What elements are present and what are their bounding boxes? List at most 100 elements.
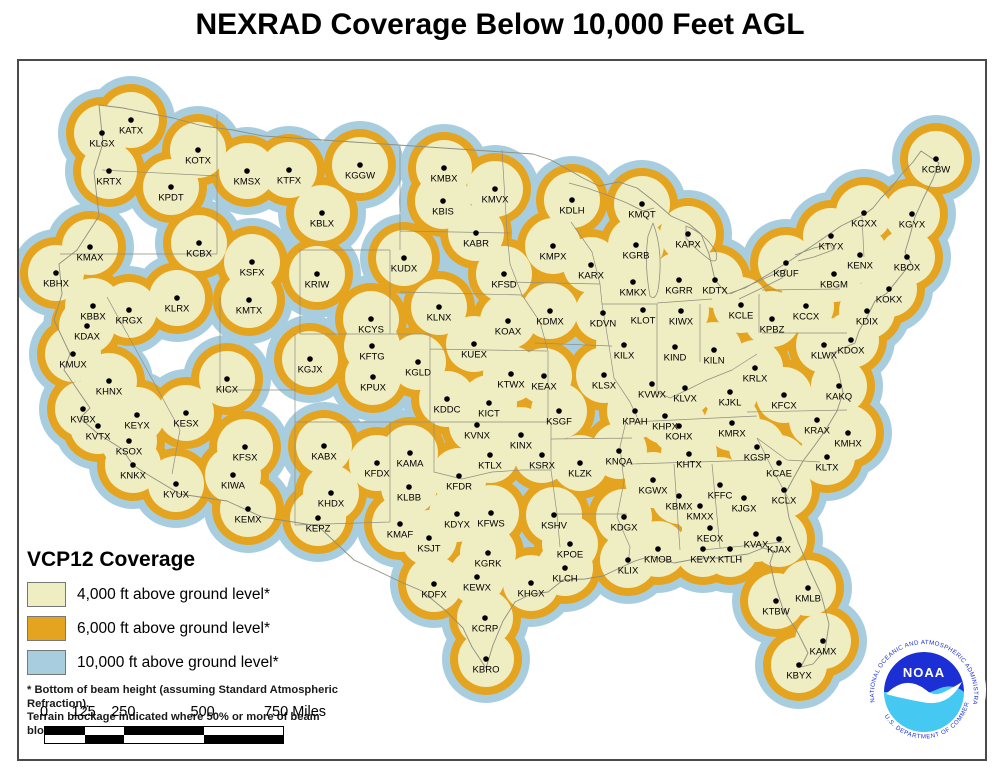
station-label: KMPX (540, 252, 568, 263)
national-boundary (53, 104, 940, 669)
station-label: KGYX (899, 220, 926, 231)
station-label: KARX (578, 271, 605, 282)
station-label: KGJX (298, 365, 323, 376)
station-dot (70, 351, 76, 357)
station-label: KOKX (876, 295, 903, 306)
station-markers-layer: KLGX KATX KOTX KMSX KTFX KRTX KPDT KBLX KCBX KMAX… (43, 117, 950, 682)
station-label: KDMX (536, 317, 564, 328)
station-label: KFDR (446, 482, 472, 493)
scale-bar-segment (124, 727, 204, 735)
station-dot (621, 342, 627, 348)
station-dot (686, 451, 692, 457)
station-dot (861, 210, 867, 216)
station-dot (712, 277, 718, 283)
scale-tick-125: 125 (71, 704, 96, 720)
station-dot (741, 495, 747, 501)
station-label: KCBX (186, 249, 213, 260)
station-label: KTWX (497, 380, 525, 391)
station-dot (796, 662, 802, 668)
legend-swatch-4000ft (27, 582, 66, 607)
station-dot (482, 615, 488, 621)
station-dot (662, 413, 668, 419)
station-dot (776, 536, 782, 542)
station-label: KATX (119, 126, 144, 137)
station-dot (245, 506, 251, 512)
station-dot (436, 304, 442, 310)
station-label: KVNX (464, 431, 491, 442)
station-dot (321, 443, 327, 449)
station-label: KAPX (675, 240, 701, 251)
station-label: KEYX (124, 421, 150, 432)
legend-label-6000ft: 6,000 ft above ground level* (77, 619, 271, 637)
station-label: KSHV (541, 521, 568, 532)
station-dot (567, 541, 573, 547)
station-label: KTYX (819, 242, 844, 253)
scale-tick-0: 0 (39, 704, 49, 720)
station-dot (650, 477, 656, 483)
station-label: KUDX (391, 264, 418, 275)
station-dot (676, 493, 682, 499)
station-label: KEMX (235, 515, 263, 526)
station-dot (134, 412, 140, 418)
station-label: KMRX (718, 429, 746, 440)
station-label: KRLX (743, 374, 768, 385)
station-label: KBOX (894, 263, 921, 274)
legend-item-10000ft: 10,000 ft above ground level* (27, 650, 357, 675)
station-dot (781, 392, 787, 398)
station-label: KBYX (786, 671, 812, 682)
station-label: KMAX (77, 253, 105, 264)
station-label: KFCX (771, 401, 797, 412)
station-label: KJGX (732, 504, 757, 515)
station-dot (754, 444, 760, 450)
station-dot (562, 565, 568, 571)
station-dot (711, 347, 717, 353)
station-label: KCLE (729, 311, 754, 322)
station-label: KMBX (431, 174, 459, 185)
page-title: NEXRAD Coverage Below 10,000 Feet AGL (195, 8, 805, 41)
station-dot (183, 410, 189, 416)
station-label: KVTX (86, 432, 111, 443)
station-label: KLBB (397, 493, 421, 504)
station-label: KGRB (623, 251, 650, 262)
station-label: KLCH (552, 574, 577, 585)
station-label: KILN (703, 356, 724, 367)
station-label: KRAX (804, 426, 831, 437)
station-dot (401, 255, 407, 261)
station-dot (456, 473, 462, 479)
station-dot (487, 452, 493, 458)
station-dot (753, 531, 759, 537)
station-label: KEVX (690, 555, 716, 566)
noaa-seagull-icon (886, 682, 962, 704)
station-dot (738, 302, 744, 308)
station-label: KICX (216, 385, 239, 396)
station-label: KMTX (236, 306, 263, 317)
station-dot (700, 546, 706, 552)
station-dot (864, 308, 870, 314)
station-dot (857, 252, 863, 258)
station-dot (632, 408, 638, 414)
station-dot (769, 316, 775, 322)
station-dot (488, 510, 494, 516)
station-dot (541, 373, 547, 379)
station-label: KFDX (364, 469, 390, 480)
station-label: KBRO (473, 665, 500, 676)
station-label: KBLX (310, 219, 335, 230)
station-dot (126, 307, 132, 313)
station-dot (933, 156, 939, 162)
station-dot (130, 462, 136, 468)
station-label: KDOX (838, 346, 866, 357)
station-dot (319, 210, 325, 216)
station-label: KGRK (475, 559, 503, 570)
legend-label-4000ft: 4,000 ft above ground level* (77, 585, 271, 603)
station-label: KDVN (590, 319, 617, 330)
station-dot (528, 580, 534, 586)
station-dot (53, 270, 59, 276)
station-label: KFSX (233, 453, 258, 464)
station-label: KMKX (620, 288, 648, 299)
station-dot (836, 383, 842, 389)
station-label: KMHX (834, 439, 862, 450)
station-dot (368, 316, 374, 322)
station-dot (727, 389, 733, 395)
station-label: KMOB (644, 555, 672, 566)
station-dot (639, 201, 645, 207)
